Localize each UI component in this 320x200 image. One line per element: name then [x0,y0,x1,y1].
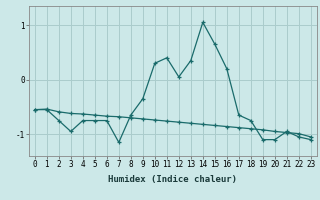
X-axis label: Humidex (Indice chaleur): Humidex (Indice chaleur) [108,175,237,184]
